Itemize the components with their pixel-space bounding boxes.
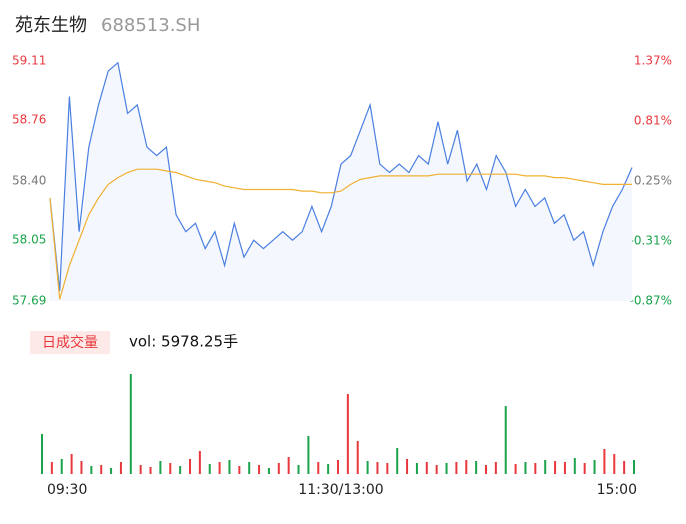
volume-bar [129,374,132,474]
volume-bar [41,434,43,474]
volume-bar [70,454,73,474]
average-line [49,168,632,300]
volume-bar [504,406,507,474]
x-tick-label: 11:30/13:00 [298,482,383,498]
volume-bar [208,464,211,474]
y2-tick-label: -0.31% [630,234,672,248]
volume-bar [406,459,409,474]
volume-bar [554,461,557,474]
volume-bar [524,462,527,474]
volume-bar [198,451,201,474]
volume-bar [238,466,241,474]
volume-bar [623,461,626,474]
y2-tick-label: 1.37% [634,54,672,68]
volume-bar [267,468,270,474]
volume-bar [613,454,616,474]
volume-bar [337,460,339,474]
volume-bar [534,463,537,474]
volume-bar [228,460,231,474]
volume-bar [307,436,310,474]
volume-bar [60,459,63,474]
volume-bar [494,462,497,474]
volume-bar [544,460,547,474]
volume-label: 日成交量 [42,334,98,351]
volume-bar [445,463,448,474]
stock-name: 苑东生物 [15,15,87,36]
volume-bar [633,460,635,474]
volume-bar [435,465,438,474]
y-tick-label: 58.05 [12,233,46,247]
volume-total: vol: 5978.25手 [129,333,238,351]
volume-bar [386,463,389,474]
volume-bar [396,448,399,474]
volume-bar [356,441,359,474]
y-tick-label: 57.69 [12,294,46,308]
volume-bar [287,457,290,474]
volume-bar [110,468,113,474]
volume-bar [317,462,320,474]
volume-bar [248,462,251,474]
volume-bar [139,465,142,474]
volume-bar [573,458,576,474]
volume-label-box [30,331,110,354]
volume-bar [80,461,83,474]
volume-bar [218,462,221,474]
volume-bar [277,463,280,474]
price-area [50,62,632,302]
volume-bar [425,462,428,474]
y2-tick-label: 0.25% [634,174,672,188]
volume-bar [415,463,418,474]
y-tick-label: 58.40 [12,174,46,188]
y-tick-label: 59.11 [12,54,46,68]
volume-bar [514,464,517,474]
volume-bar [169,463,172,474]
volume-bar [119,462,122,474]
x-tick-label: 09:30 [47,482,87,498]
volume-bar [297,465,300,474]
volume-bar [455,462,458,474]
volume-bar [258,465,261,474]
volume-bar [603,449,606,474]
volume-bar [100,465,103,474]
y-tick-label: 58.76 [12,113,46,127]
y2-tick-label: -0.87% [630,294,672,308]
volume-bar [149,467,152,474]
volume-bar [593,460,596,474]
volume-bar [346,394,349,474]
volume-bar [179,466,182,474]
volume-bar [465,460,468,474]
stock-code: 688513.SH [101,15,200,36]
x-tick-label: 15:00 [597,482,637,498]
volume-bar [159,461,162,474]
volume-bar [583,463,586,474]
volume-bar [366,461,369,474]
volume-bar [50,462,53,474]
y2-tick-label: 0.81% [634,114,672,128]
volume-bar [189,459,191,474]
volume-bar [90,466,93,474]
volume-bar [376,462,379,474]
price-line [49,61,633,291]
volume-bar [485,465,487,474]
volume-bar [475,461,478,474]
volume-bar [563,462,566,474]
volume-bar [327,464,330,474]
